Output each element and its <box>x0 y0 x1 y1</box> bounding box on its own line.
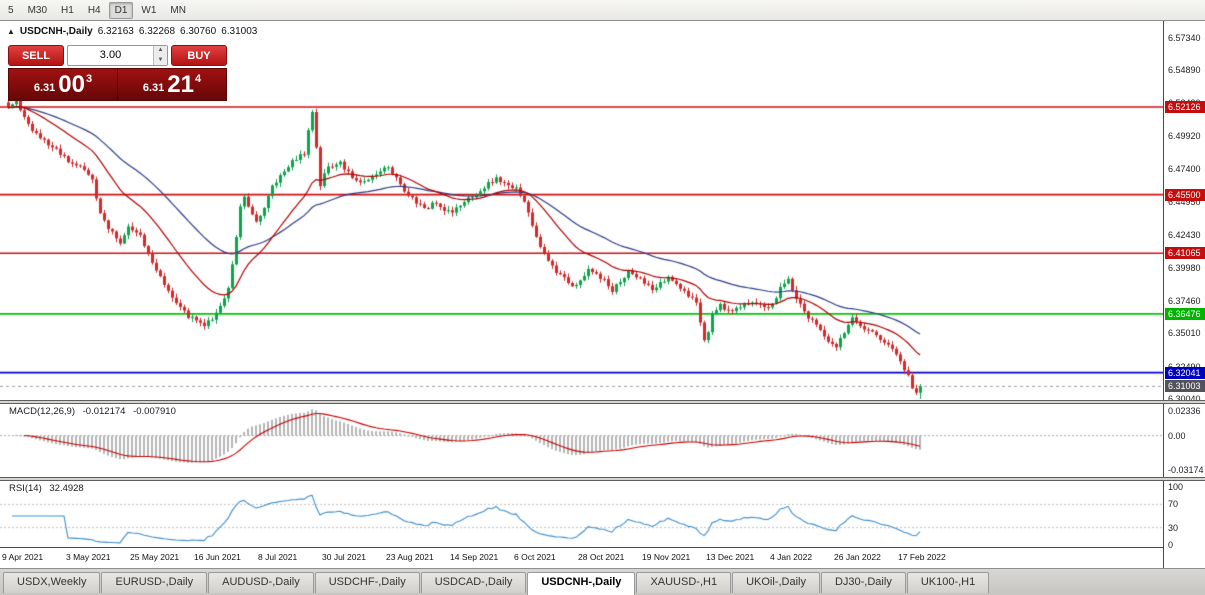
chart-tab[interactable]: USDCHF-,Daily <box>314 572 420 593</box>
rsi-indicator-label: RSI(14) 32.4928 <box>9 483 89 494</box>
macd-signal-value: -0.007910 <box>133 406 176 417</box>
chart-tab[interactable]: DJ30-,Daily <box>820 572 906 593</box>
macd-pane-splitter[interactable] <box>0 400 1205 404</box>
price-tick-label: 6.54890 <box>1168 65 1201 76</box>
volume-value[interactable]: 3.00 <box>99 49 122 61</box>
rsi-tick-label: 0 <box>1168 540 1174 550</box>
timeframe-button-h1[interactable]: H1 <box>55 2 80 19</box>
price-line-badge: 6.32041 <box>1165 366 1205 379</box>
rsi-tick-label: 100 <box>1168 482 1184 492</box>
price-tick-label: 6.49920 <box>1168 131 1201 142</box>
chart-tab[interactable]: USDX,Weekly <box>3 572 101 593</box>
ohlc-close: 6.31003 <box>221 26 258 37</box>
ask-prefix: 6.31 <box>142 82 165 94</box>
date-label: 19 Nov 2021 <box>642 552 691 562</box>
macd-indicator-label: MACD(12,26,9) -0.012174 -0.007910 <box>9 406 181 417</box>
price-tick-label: 6.30040 <box>1168 394 1201 404</box>
volume-input[interactable]: 3.00 ▲ ▼ <box>67 45 168 66</box>
buy-button[interactable]: BUY <box>171 45 227 66</box>
chart-canvas[interactable] <box>0 21 1163 548</box>
one-click-collapse-icon[interactable]: ▲ <box>7 27 15 36</box>
price-tick-label: 6.42430 <box>1168 230 1201 241</box>
timeframe-button-h4[interactable]: H4 <box>82 2 107 19</box>
date-label: 23 Aug 2021 <box>386 552 434 562</box>
rsi-name: RSI(14) <box>9 483 42 494</box>
chart-symbol-label: USDCNH-,Daily <box>19 26 93 37</box>
macd-name: MACD(12,26,9) <box>9 406 75 417</box>
date-label: 13 Dec 2021 <box>706 552 755 562</box>
rsi-tick-label: 70 <box>1168 499 1179 510</box>
bid-price[interactable]: 6.31 00 3 <box>9 69 118 100</box>
macd-tick-label: 0.00 <box>1168 430 1186 441</box>
date-label: 16 Jun 2021 <box>194 552 241 562</box>
rsi-tick-label: 30 <box>1168 522 1179 533</box>
price-tick-label: 6.39980 <box>1168 262 1201 273</box>
date-axis[interactable]: 9 Apr 2021 3 May 2021 25 May 2021 16 Jun 20… <box>0 547 1163 568</box>
volume-down-icon[interactable]: ▼ <box>157 56 164 63</box>
bid-prefix: 6.31 <box>33 82 56 94</box>
sell-button[interactable]: SELL <box>8 45 64 66</box>
price-tick-label: 6.57340 <box>1168 33 1201 43</box>
date-label: 3 May 2021 <box>66 552 111 562</box>
chart-header: ▲ USDCNH-,Daily 6.32163 6.32268 6.30760 … <box>7 26 257 37</box>
chart-tab-bar: USDX,Weekly EURUSD-,Daily AUDUSD-,Daily USD… <box>0 568 1205 595</box>
ohlc-low: 6.30760 <box>180 26 217 37</box>
price-axis[interactable]: 6.573406.548906.524306.499206.474006.449… <box>1163 21 1205 568</box>
bid-pip-digit: 3 <box>86 73 93 85</box>
one-click-trade-panel: SELL 3.00 ▲ ▼ BUY 6.31 00 3 6.31 21 4 <box>8 45 227 101</box>
date-label: 30 Jul 2021 <box>322 552 366 562</box>
price-tick-label: 6.44950 <box>1168 196 1201 207</box>
date-label: 6 Oct 2021 <box>514 552 556 562</box>
macd-tick-label: -0.03174 <box>1168 464 1204 475</box>
chart-tab[interactable]: AUDUSD-,Daily <box>208 572 314 593</box>
chart-tab[interactable]: USDCNH-,Daily <box>527 572 636 595</box>
price-tick-label: 6.35010 <box>1168 328 1201 339</box>
date-label: 17 Feb 2022 <box>898 552 946 562</box>
price-line-badge: 6.45500 <box>1165 188 1205 201</box>
rsi-value: 32.4928 <box>49 483 84 494</box>
price-tick-label: 6.37460 <box>1168 295 1201 306</box>
date-label: 28 Oct 2021 <box>578 552 625 562</box>
price-line-badge: 6.41065 <box>1165 247 1205 260</box>
chart-tab[interactable]: UK100-,H1 <box>906 572 990 593</box>
timeframe-button-d1[interactable]: D1 <box>108 1 134 19</box>
ohlc-open: 6.32163 <box>97 26 134 37</box>
timeframe-button-w1[interactable]: W1 <box>135 2 162 19</box>
date-label: 25 May 2021 <box>130 552 180 562</box>
macd-tick-label: 0.02336 <box>1168 405 1201 416</box>
timeframe-button-m30[interactable]: M30 <box>22 2 53 19</box>
ask-price[interactable]: 6.31 21 4 <box>118 69 226 100</box>
macd-value: -0.012174 <box>82 406 126 417</box>
chart-tab[interactable]: XAUUSD-,H1 <box>636 572 732 593</box>
date-label: 8 Jul 2021 <box>258 552 298 562</box>
timeframe-toolbar: 5 M30 H1 H4 D1 W1 MN <box>0 0 1205 21</box>
chart-tab[interactable]: USDCAD-,Daily <box>420 572 527 593</box>
bid-big-digits: 00 <box>58 71 85 98</box>
date-label: 14 Sep 2021 <box>450 552 499 562</box>
timeframe-button-mn[interactable]: MN <box>164 2 192 19</box>
chart-tab[interactable]: UKOil-,Daily <box>732 572 820 593</box>
price-line-badge: 6.36476 <box>1165 307 1205 320</box>
ohlc-high: 6.32268 <box>138 26 176 37</box>
timeframe-button-5[interactable]: 5 <box>2 2 20 19</box>
price-tick-label: 6.47400 <box>1168 164 1201 175</box>
date-label: 4 Jan 2022 <box>770 552 813 562</box>
ask-big-digits: 21 <box>167 71 194 98</box>
ask-pip-digit: 4 <box>195 73 202 85</box>
price-line-badge: 6.52126 <box>1165 100 1205 113</box>
current-price-badge: 6.31003 <box>1165 380 1205 393</box>
chart-tab[interactable]: EURUSD-,Daily <box>101 572 208 593</box>
date-label: 9 Apr 2021 <box>2 552 44 562</box>
date-label: 26 Jan 2022 <box>834 552 881 562</box>
volume-spinner[interactable]: ▲ ▼ <box>153 46 167 65</box>
rsi-pane-splitter[interactable] <box>0 477 1205 481</box>
volume-up-icon[interactable]: ▲ <box>157 47 164 53</box>
